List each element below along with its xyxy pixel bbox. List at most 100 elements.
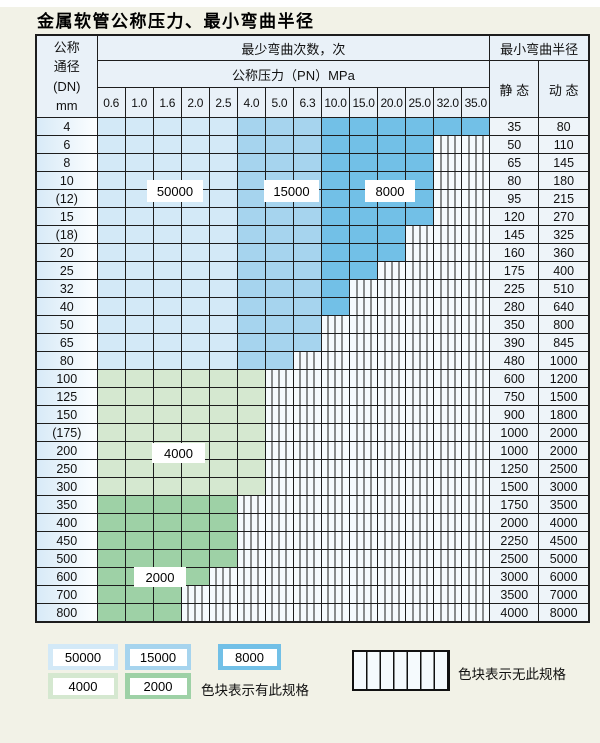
spec-cell: [124, 351, 154, 370]
spec-cell: [236, 207, 266, 226]
nospec-cell: [292, 477, 322, 496]
spec-cell: [152, 369, 182, 388]
spec-cell: [180, 279, 210, 298]
nospec-cell: [377, 423, 407, 442]
nospec-cell: [349, 603, 379, 623]
dn-cell: 80: [35, 351, 98, 370]
spec-cell: [152, 117, 182, 136]
spec-cell: [236, 351, 266, 370]
spec-cell: [152, 549, 182, 568]
static-cell: 145: [489, 225, 540, 244]
nospec-cell: [264, 603, 294, 623]
spec-cell: [264, 261, 294, 280]
spec-cell: [124, 405, 154, 424]
radius-header: 最小弯曲半径: [489, 34, 590, 61]
cycles-header: 最少弯曲次数，次: [96, 34, 491, 61]
dynamic-cell: 1200: [538, 369, 590, 388]
pressure-tick: 1.6: [152, 87, 182, 118]
nospec-cell: [461, 477, 491, 496]
nospec-cell: [405, 279, 435, 298]
nospec-cell: [264, 441, 294, 460]
nospec-cell: [377, 549, 407, 568]
spec-cell: [180, 333, 210, 352]
nospec-cell: [320, 567, 351, 586]
static-cell: 3000: [489, 567, 540, 586]
nospec-cell: [433, 459, 463, 478]
spec-cell: [264, 225, 294, 244]
table-row: 400 2000 4000: [35, 513, 590, 532]
nospec-cell: [320, 369, 351, 388]
nospec-cell: [377, 387, 407, 406]
spec-cell: [180, 531, 210, 550]
spec-cell: [180, 207, 210, 226]
nospec-cell: [405, 603, 435, 623]
nospec-cell: [377, 477, 407, 496]
spec-cell: [208, 369, 238, 388]
spec-cell: [236, 477, 266, 496]
nospec-cell: [461, 567, 491, 586]
nospec-cell: [433, 495, 463, 514]
spec-cell: [292, 243, 322, 262]
spec-cell: [96, 351, 126, 370]
spec-cell: [96, 207, 126, 226]
spec-cell: [208, 531, 238, 550]
spec-cell: [208, 207, 238, 226]
spec-cell: [208, 315, 238, 334]
table-row: 6 50 110: [35, 135, 590, 154]
spec-cell: [96, 531, 126, 550]
nospec-cell: [405, 495, 435, 514]
spec-cell: [349, 117, 379, 136]
nospec-cell: [433, 603, 463, 623]
nospec-cell: [433, 135, 463, 154]
spec-cell: [377, 135, 407, 154]
nospec-cell: [292, 495, 322, 514]
spec-cell: [236, 333, 266, 352]
spec-cell: [292, 315, 322, 334]
static-cell: 3500: [489, 585, 540, 604]
nospec-cell: [405, 297, 435, 316]
nospec-cell: [264, 477, 294, 496]
spec-cell: [264, 351, 294, 370]
nospec-cell: [320, 549, 351, 568]
nospec-cell: [377, 513, 407, 532]
nospec-cell: [433, 405, 463, 424]
nospec-cell: [433, 171, 463, 190]
nospec-cell: [461, 153, 491, 172]
top-strip: [0, 0, 600, 7]
nospec-cell: [433, 279, 463, 298]
nospec-cell: [433, 567, 463, 586]
static-cell: 390: [489, 333, 540, 352]
nospec-cell: [405, 261, 435, 280]
spec-cell: [152, 531, 182, 550]
table-row: 100 600 1200: [35, 369, 590, 388]
dynamic-cell: 1800: [538, 405, 590, 424]
static-cell: 2500: [489, 549, 540, 568]
nospec-cell: [461, 333, 491, 352]
spec-cell: [208, 117, 238, 136]
spec-cell: [208, 261, 238, 280]
nospec-cell: [405, 333, 435, 352]
spec-cell: [236, 405, 266, 424]
table-row: 25 175 400: [35, 261, 590, 280]
spec-cell: [152, 207, 182, 226]
nospec-cell: [405, 369, 435, 388]
nospec-cell: [377, 261, 407, 280]
spec-cell: [96, 423, 126, 442]
dynamic-cell: 215: [538, 189, 590, 208]
nospec-cell: [292, 459, 322, 478]
spec-cell: [208, 171, 238, 190]
legend-swatch-4000: 4000: [48, 673, 118, 699]
nospec-cell: [377, 333, 407, 352]
dn-cell: 15: [35, 207, 98, 226]
spec-cell: [264, 315, 294, 334]
nospec-cell: [349, 351, 379, 370]
nospec-cell: [320, 531, 351, 550]
spec-cell: [124, 531, 154, 550]
static-cell: 35: [489, 117, 540, 136]
nospec-cell: [461, 315, 491, 334]
nospec-cell: [349, 297, 379, 316]
nospec-cell: [264, 513, 294, 532]
spec-cell: [124, 243, 154, 262]
nospec-cell: [377, 351, 407, 370]
